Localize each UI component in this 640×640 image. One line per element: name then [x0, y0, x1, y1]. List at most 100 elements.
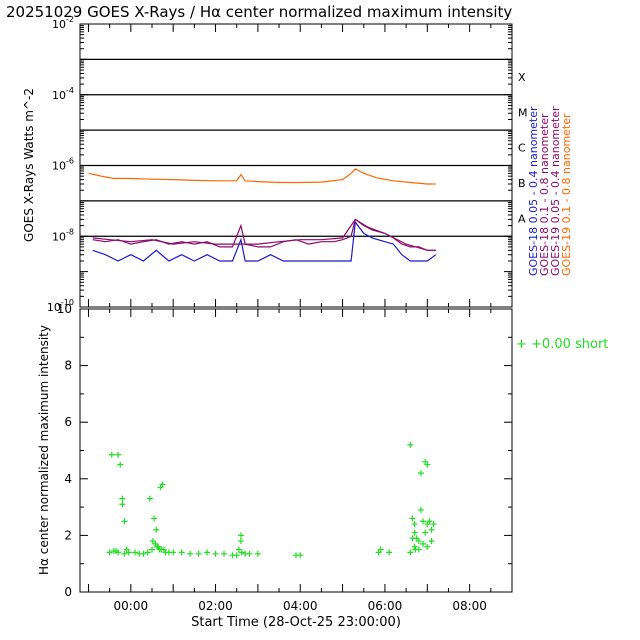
halpha-point [415, 538, 422, 545]
halpha-point [170, 549, 177, 556]
y-tick-exponent: -10 [61, 298, 74, 307]
halpha-point [140, 550, 147, 557]
flare-class-label: B [518, 177, 526, 190]
halpha-point [411, 543, 418, 550]
y-tick-label: 0 [64, 585, 72, 599]
halpha-y-axis-label: Hα center normalized maximum intensity [37, 325, 51, 575]
halpha-point [420, 540, 427, 547]
goes-legend-entry: GOES-18 0.1 - 0.8 nanometer [538, 113, 551, 276]
halpha-point [221, 550, 227, 557]
halpha-point [146, 495, 153, 502]
halpha-point [153, 526, 160, 533]
halpha-point [117, 461, 124, 468]
halpha-point [412, 546, 419, 553]
flare-class-label: A [518, 212, 526, 225]
goes-series-line [88, 168, 436, 185]
halpha-point [187, 550, 194, 557]
flare-class-label: C [518, 142, 526, 155]
goes-y-axis-label-text: GOES X-Rays Watts m^-2 [22, 88, 36, 242]
halpha-point [121, 550, 128, 557]
y-tick-label: 6 [64, 415, 72, 429]
halpha-point [409, 535, 416, 542]
page-title: 20251029 GOES X-Rays / Hα center normali… [6, 3, 512, 21]
halpha-point [409, 515, 416, 522]
halpha-point [377, 546, 384, 553]
halpha-point [428, 526, 435, 533]
x-tick-label: 02:00 [198, 599, 233, 613]
halpha-point [195, 550, 202, 557]
halpha-point [411, 529, 418, 536]
halpha-point [237, 538, 244, 545]
goes-series-line [92, 218, 436, 251]
goes-y-axis-label: GOES X-Rays Watts m^-2 [22, 88, 36, 242]
halpha-point [212, 550, 219, 557]
y-tick-label: 10-2 [52, 15, 74, 31]
halpha-point [254, 550, 261, 557]
halpha-point [386, 549, 393, 556]
goes-legend-entry: GOES-18 0.05 - 0.4 nanometer [527, 106, 540, 276]
y-tick-label: 8 [64, 359, 72, 373]
x-tick-label: 06:00 [368, 599, 403, 613]
halpha-point [159, 481, 166, 488]
goes-legend-entry: GOES-19 0.05 - 0.4 nanometer [549, 106, 562, 276]
halpha-point [233, 552, 240, 559]
y-tick-label: 10-10 [47, 298, 74, 314]
y-tick-label: 10 [57, 302, 72, 316]
halpha-legend: + +0.00 short [516, 337, 608, 352]
y-tick-label: 10-6 [52, 157, 74, 173]
y-tick-exponent: -8 [66, 227, 74, 236]
halpha-plot-frame [79, 308, 513, 593]
y-tick-base: 10 [52, 160, 66, 173]
flare-class-label: M [518, 106, 528, 119]
halpha-point [204, 549, 211, 556]
halpha-point [246, 550, 253, 557]
halpha-point [178, 549, 185, 556]
y-tick-base: 10 [52, 89, 66, 102]
y-tick-exponent: -2 [66, 15, 74, 24]
goes-legend-entry: GOES-19 0.1 - 0.8 nanometer [560, 113, 573, 276]
halpha-point [132, 549, 139, 556]
halpha-point [121, 518, 128, 525]
y-tick-label: 2 [64, 528, 72, 542]
halpha-point [407, 441, 414, 448]
halpha-point [297, 552, 304, 559]
y-tick-label: 4 [64, 472, 72, 486]
x-axis-label: Start Time (28-Oct-25 23:00:00) [191, 615, 401, 630]
halpha-point [151, 515, 158, 522]
flare-class-label: X [518, 71, 526, 84]
halpha-point [115, 549, 122, 556]
x-tick-label: 00:00 [114, 599, 149, 613]
halpha-point [237, 532, 244, 539]
y-tick-exponent: -4 [66, 86, 74, 95]
halpha-point [428, 538, 435, 545]
x-tick-label: 04:00 [283, 599, 318, 613]
halpha-point [411, 521, 418, 528]
x-tick-label: 08:00 [452, 599, 487, 613]
y-tick-label: 10-4 [52, 86, 74, 102]
halpha-point [238, 549, 245, 556]
halpha-point [420, 518, 427, 525]
halpha-point [106, 549, 113, 556]
goes-series-line [92, 220, 437, 262]
halpha-point [149, 546, 155, 553]
halpha-point [115, 451, 122, 458]
y-tick-base: 10 [52, 230, 66, 243]
halpha-point [144, 549, 151, 556]
halpha-point [119, 495, 126, 502]
halpha-point [108, 451, 115, 458]
halpha-point [422, 529, 429, 536]
goes-series-line [92, 218, 436, 251]
y-tick-exponent: -6 [66, 157, 74, 166]
halpha-panel: 0 2 4 6 8 10 00:00 02:00 04:00 06:00 08:00 Hα cen… [37, 302, 608, 630]
halpha-point [426, 518, 433, 525]
halpha-point [235, 546, 242, 553]
halpha-point [430, 521, 437, 528]
y-tick-label: 10-8 [52, 227, 74, 243]
halpha-point [125, 549, 132, 556]
halpha-point [424, 543, 431, 550]
halpha-point [119, 501, 126, 508]
halpha-point [424, 461, 431, 468]
halpha-point [407, 549, 414, 556]
